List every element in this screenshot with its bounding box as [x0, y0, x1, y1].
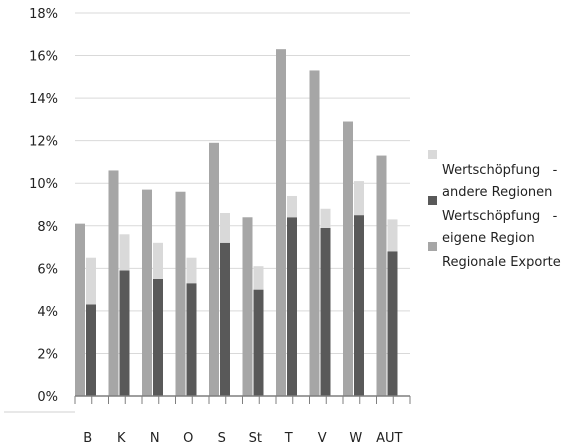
bar-regionale-exporte [376, 155, 387, 396]
bar-wertschoepfung-andere-regionen [287, 195, 297, 218]
bar-regionale-exporte [108, 170, 119, 396]
x-category-label: N [150, 431, 160, 446]
bar-wertschoepfung-eigene-region [220, 242, 230, 396]
legend-label: andere Regionen [442, 185, 552, 200]
bar-wertschoepfung-eigene-region [153, 278, 163, 396]
bar-regionale-exporte [175, 191, 186, 396]
legend-label: eigene Region [442, 231, 535, 246]
x-category-label: V [318, 431, 327, 446]
bar-wertschoepfung-eigene-region [86, 304, 96, 396]
x-category-label: S [218, 431, 226, 446]
y-tick-label: 14% [29, 92, 58, 107]
y-tick-label: 10% [29, 177, 58, 192]
legend-swatch [428, 242, 437, 251]
bar-wertschoepfung-andere-regionen [253, 266, 264, 290]
bar-wertschoepfung-eigene-region [287, 217, 297, 396]
bar-regionale-exporte [75, 223, 85, 396]
y-tick-label: 6% [37, 262, 58, 277]
bar-wertschoepfung-andere-regionen [320, 208, 331, 228]
x-category-label: T [284, 431, 293, 446]
legend: Wertschöpfung - andere Regionen Wertschöpf… [428, 150, 561, 270]
bar-wertschoepfung-eigene-region [186, 283, 197, 396]
bar-wertschoepfung-andere-regionen [119, 234, 130, 271]
y-tick-label: 0% [37, 390, 58, 405]
y-tick-label: 8% [37, 220, 58, 235]
x-category-label: O [183, 431, 193, 446]
y-tick-label: 2% [37, 347, 58, 362]
x-category-label: W [349, 431, 362, 446]
bar-wertschoepfung-andere-regionen [153, 242, 163, 279]
bar-wertschoepfung-andere-regionen [354, 181, 364, 216]
y-axis: 0% 2% 4% 6% 8% 10% 12% 14% 16% 18% [29, 7, 58, 405]
bar-wertschoepfung-andere-regionen [387, 219, 398, 252]
x-category-label: B [83, 431, 92, 446]
legend-swatch [428, 196, 437, 205]
bar-wertschoepfung-eigene-region [253, 289, 264, 396]
y-tick-label: 18% [29, 7, 58, 22]
bar-wertschoepfung-eigene-region [119, 270, 130, 396]
legend-label: Regionale Exporte [442, 255, 561, 270]
y-tick-label: 4% [37, 305, 58, 320]
bar-wertschoepfung-eigene-region [354, 215, 364, 396]
legend-label: Wertschöpfung - [442, 209, 558, 224]
bar-wertschoepfung-andere-regionen [86, 257, 96, 305]
bar-wertschoepfung-eigene-region [320, 227, 331, 396]
bar-regionale-exporte [276, 49, 286, 397]
bar-regionale-exporte [343, 121, 353, 397]
x-category-label: AUT [376, 431, 402, 446]
y-tick-label: 16% [29, 50, 58, 65]
bar-wertschoepfung-andere-regionen [186, 257, 197, 284]
x-category-label: K [117, 431, 126, 446]
bar-wertschoepfung-andere-regionen [220, 213, 230, 243]
x-category-label: St [249, 431, 262, 446]
legend-label: Wertschöpfung - [442, 163, 558, 178]
bar-regionale-exporte [242, 217, 253, 396]
bar-regionale-exporte [209, 142, 219, 396]
gridlines [75, 12, 410, 354]
legend-swatch [428, 150, 437, 159]
y-tick-label: 12% [29, 135, 58, 150]
bars [75, 49, 398, 397]
bar-regionale-exporte [142, 189, 152, 396]
bar-regionale-exporte [309, 70, 320, 396]
bar-wertschoepfung-eigene-region [387, 251, 398, 396]
x-axis: B K N O S St T V W AUT [4, 395, 411, 446]
